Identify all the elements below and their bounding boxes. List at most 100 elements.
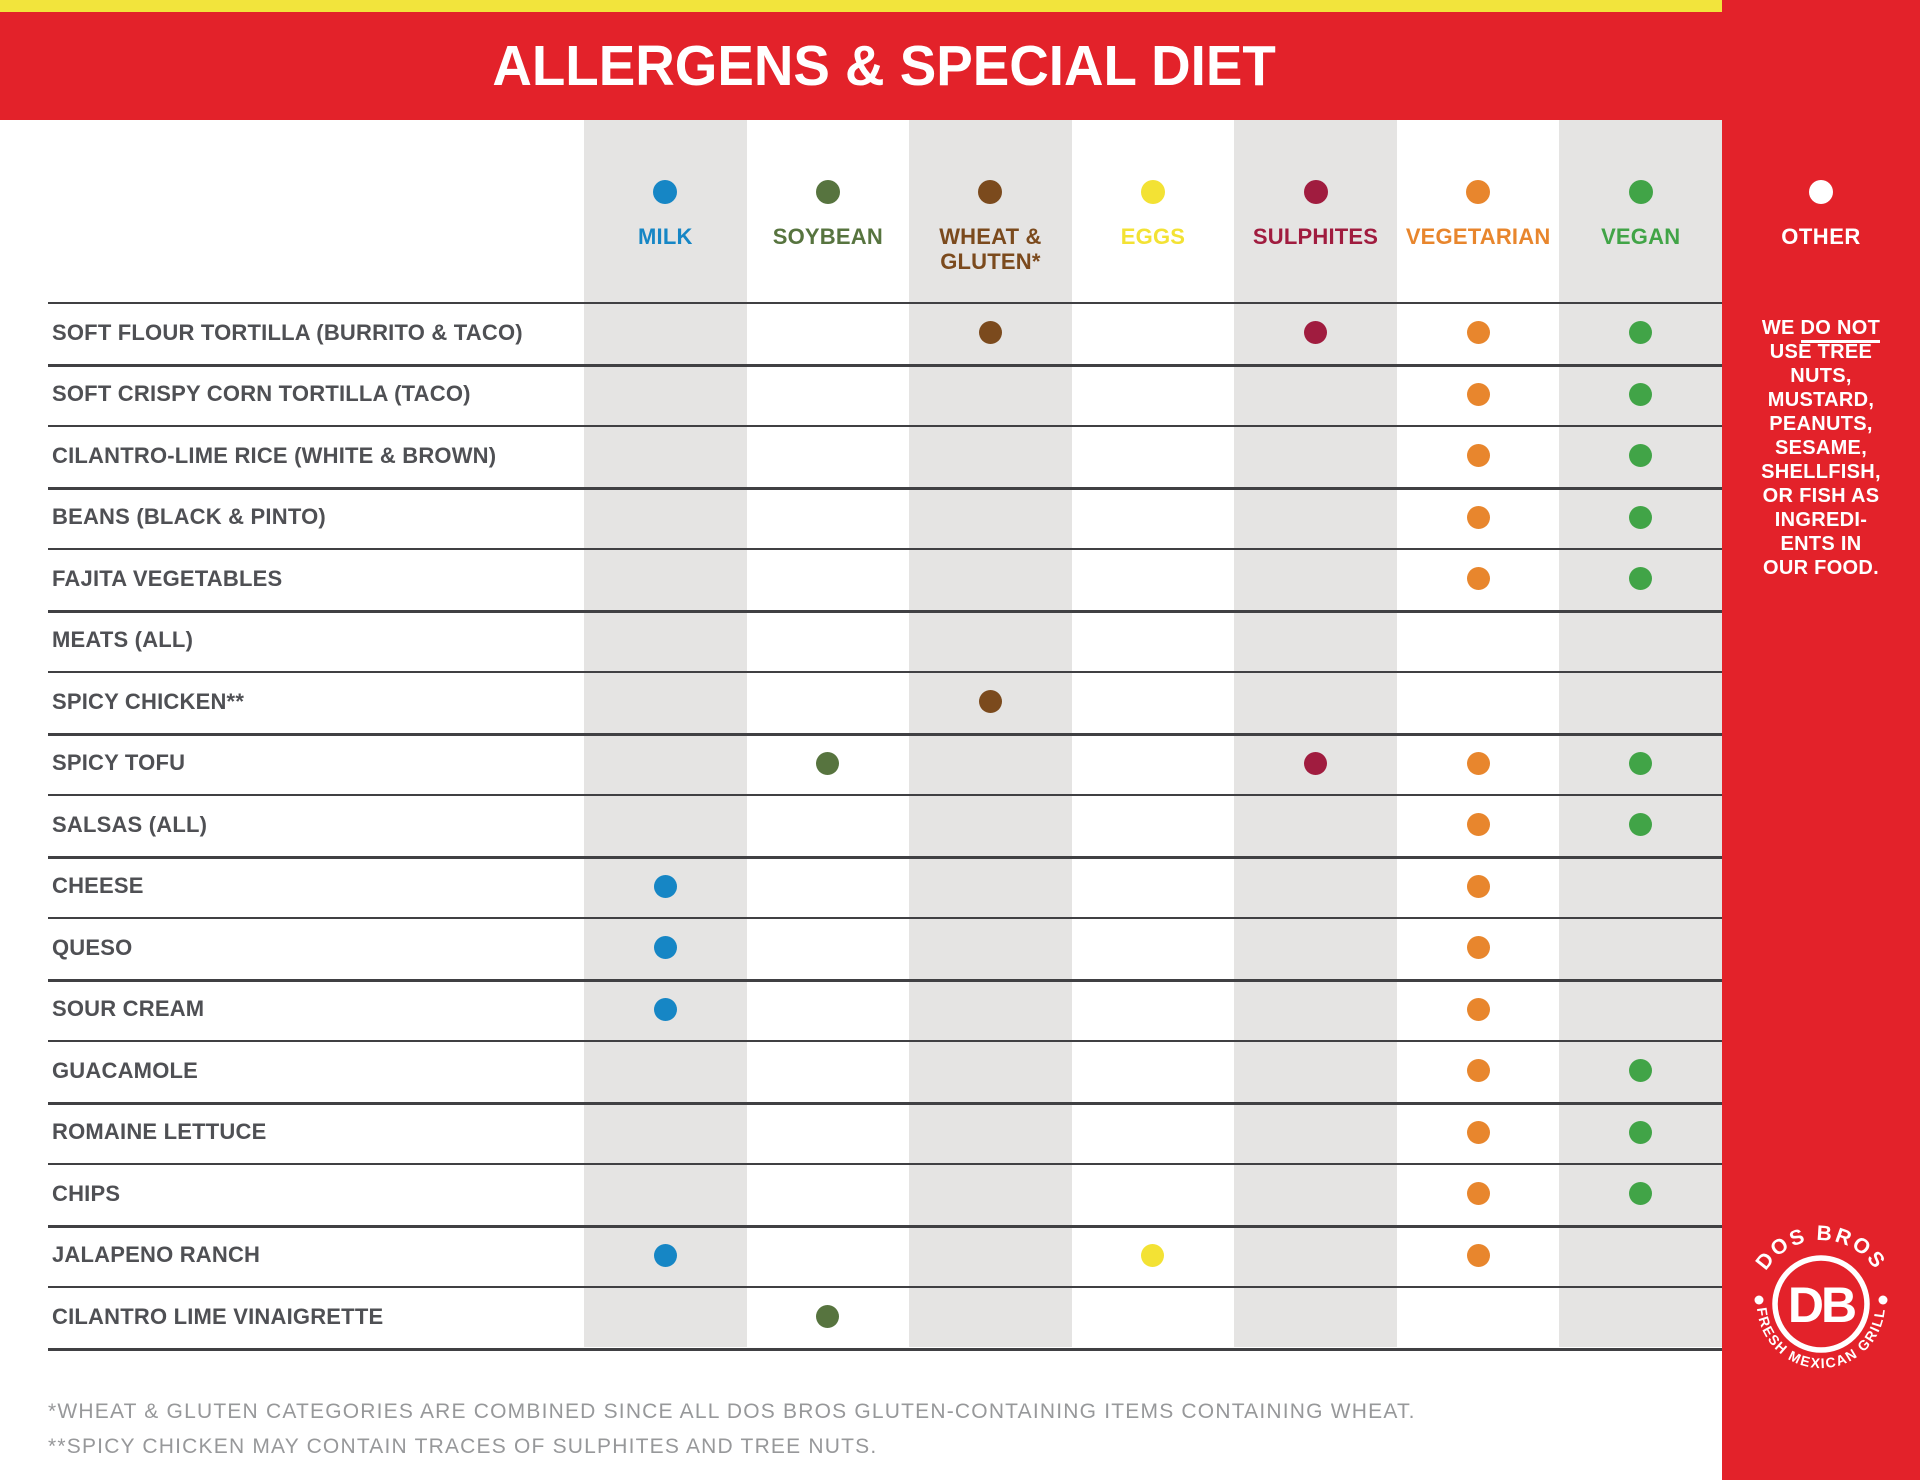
row-label: QUESO — [52, 934, 133, 960]
logo-monogram: DB — [1788, 1277, 1855, 1333]
row-label: SPICY TOFU — [52, 750, 186, 776]
column-header-milk: MILK — [637, 224, 693, 249]
table-row: QUESO — [0, 917, 1722, 979]
grid-line — [48, 1224, 1722, 1228]
vegetarian-dot — [1466, 1243, 1490, 1267]
row-label: ROMAINE LETTUCE — [52, 1119, 267, 1145]
milk-dot — [653, 1243, 677, 1267]
vegan-dot — [1629, 1182, 1653, 1206]
note-line: SESAME, — [1774, 437, 1868, 459]
footnote-spicy-chicken: **SPICY CHICKEN MAY CONTAIN TRACES OF SU… — [48, 1435, 878, 1458]
vegan-dot — [1629, 567, 1653, 591]
wheat-header-dot — [978, 180, 1003, 204]
table-row: CHEESE — [0, 856, 1722, 918]
vegetarian-header-dot — [1466, 180, 1491, 204]
grid-line — [48, 1286, 1722, 1288]
note-line: USE TREE — [1769, 341, 1873, 363]
note-line: PEANUTS, — [1769, 413, 1873, 435]
vegetarian-dot — [1466, 874, 1490, 898]
soybean-dot — [816, 1305, 840, 1329]
dos-bros-logo: DOS BROS FRESH MEXICAN GRILL DB — [1751, 1222, 1890, 1371]
logo-top-text: DOS BROS — [1751, 1222, 1890, 1274]
vegan-dot — [1629, 321, 1653, 345]
table-row: FAJITA VEGETABLES — [0, 548, 1722, 610]
table-row: SOUR CREAM — [0, 979, 1722, 1041]
note-line: ENTS IN — [1780, 533, 1862, 555]
table-row: SALSAS (ALL) — [0, 794, 1722, 856]
grid-line — [48, 855, 1722, 859]
column-header-eggs: EGGS — [1120, 224, 1186, 249]
table-row: SPICY TOFU — [0, 733, 1722, 795]
vegetarian-dot — [1466, 813, 1490, 837]
row-label: CHIPS — [52, 1180, 121, 1206]
other-dot — [1809, 180, 1833, 204]
sulphites-dot — [1304, 321, 1328, 345]
footnotes: *WHEAT & GLUTEN CATEGORIES ARE COMBINED … — [48, 1394, 1416, 1464]
grid-line — [48, 609, 1722, 613]
vegan-dot — [1629, 382, 1653, 406]
vegetarian-dot — [1466, 997, 1490, 1021]
vegan-dot — [1629, 444, 1653, 468]
grid-line — [48, 548, 1722, 550]
vegan-dot — [1629, 813, 1653, 837]
table-row: SOFT CRISPY CORN TORTILLA (TACO) — [0, 364, 1722, 426]
column-header-soybean: SOYBEAN — [772, 224, 883, 249]
grid-line — [48, 978, 1722, 982]
column-header-wheat: WHEAT & GLUTEN* — [939, 224, 1042, 274]
sulphites-header-dot — [1303, 180, 1328, 204]
row-label: CHEESE — [52, 873, 144, 899]
grid-line — [48, 917, 1722, 919]
eggs-dot — [1141, 1243, 1165, 1267]
other-column-header: OTHER — [1781, 224, 1861, 249]
note-line: WE DO NOT — [1732, 316, 1910, 343]
table-row: SPICY CHICKEN** — [0, 671, 1722, 733]
vegetarian-dot — [1466, 1059, 1490, 1083]
milk-dot — [653, 936, 677, 960]
row-label: CILANTRO-LIME RICE (WHITE & BROWN) — [52, 442, 497, 468]
table-row: CILANTRO-LIME RICE (WHITE & BROWN) — [0, 425, 1722, 487]
soybean-header-dot — [815, 180, 840, 204]
grid-line — [48, 363, 1722, 367]
grid-line — [48, 302, 1722, 304]
top-accent-strip — [0, 0, 1920, 12]
grid-line — [48, 794, 1722, 796]
row-label: SOUR CREAM — [52, 996, 205, 1022]
wheat-dot — [978, 321, 1002, 345]
vegetarian-dot — [1466, 567, 1490, 591]
note-line: INGREDI- — [1774, 509, 1868, 531]
table-row: JALAPENO RANCH — [0, 1225, 1722, 1287]
table-row: ROMAINE LETTUCE — [0, 1102, 1722, 1164]
vegetarian-dot — [1466, 382, 1490, 406]
grid-line — [48, 732, 1722, 736]
vegetarian-dot — [1466, 751, 1490, 775]
row-label: MEATS (ALL) — [52, 627, 194, 653]
row-label: FAJITA VEGETABLES — [52, 565, 283, 591]
note-line: MUSTARD, — [1767, 389, 1875, 411]
soybean-dot — [816, 751, 840, 775]
row-label: BEANS (BLACK & PINTO) — [52, 504, 326, 530]
table-row: GUACAMOLE — [0, 1040, 1722, 1102]
note-line: OUR FOOD. — [1762, 557, 1880, 579]
title-banner — [0, 12, 1920, 120]
table-row: BEANS (BLACK & PINTO) — [0, 487, 1722, 549]
grid-line — [48, 1347, 1722, 1351]
grid-line — [48, 425, 1722, 427]
logo-left-dot — [1754, 1295, 1764, 1305]
note-line: OR FISH AS — [1762, 485, 1880, 507]
vegan-dot — [1629, 1120, 1653, 1144]
other-sidebar: OTHER WE DO NOT USE TREE NUTS, MUSTARD, PEA… — [1722, 0, 1920, 1480]
grid-line — [48, 671, 1722, 673]
vegetarian-dot — [1466, 936, 1490, 960]
row-label: SOFT FLOUR TORTILLA (BURRITO & TACO) — [52, 319, 523, 345]
vegetarian-dot — [1466, 444, 1490, 468]
milk-header-dot — [653, 180, 678, 204]
no-use-ingredients-note: WE DO NOT USE TREE NUTS, MUSTARD, PEANUTS, S… — [1722, 316, 1920, 580]
note-line: NUTS, — [1790, 365, 1852, 387]
logo-right-dot — [1878, 1295, 1888, 1305]
grid-line — [48, 1101, 1722, 1105]
milk-dot — [653, 874, 677, 898]
vegan-dot — [1629, 505, 1653, 529]
row-label: SALSAS (ALL) — [52, 811, 208, 837]
vegetarian-dot — [1466, 505, 1490, 529]
